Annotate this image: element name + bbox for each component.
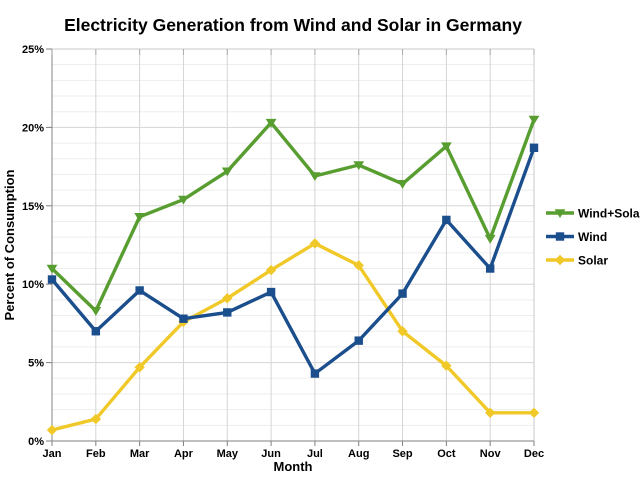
x-tick-label: Apr	[174, 448, 194, 460]
x-tick-label: Dec	[524, 448, 544, 460]
x-tick-label: Aug	[348, 448, 369, 460]
x-tick-label: May	[217, 448, 239, 460]
x-tick-label: Jul	[307, 448, 323, 460]
marker-triangle	[528, 115, 540, 125]
x-tick-label: Oct	[437, 448, 456, 460]
series-line-wind-solar	[50, 117, 536, 313]
marker-square	[223, 308, 232, 317]
marker-diamond	[46, 424, 58, 436]
marker-triangle	[309, 172, 321, 182]
marker-triangle	[46, 264, 58, 274]
marker-triangle	[484, 234, 496, 244]
x-tick-label: Mar	[130, 448, 150, 460]
marker-diamond	[90, 413, 102, 425]
marker-diamond	[309, 238, 321, 249]
y-tick-label: 0%	[28, 436, 44, 448]
chart-title: Electricity Generation from Wind and Sol…	[64, 15, 522, 35]
y-tick-label: 20%	[22, 122, 44, 134]
marker-triangle	[90, 307, 102, 316]
y-tick-label: 25%	[22, 44, 44, 56]
x-tick-label: Sep	[392, 448, 412, 460]
marker-square	[485, 264, 495, 273]
marker-square	[529, 143, 539, 152]
marker-triangle	[554, 209, 566, 218]
marker-square	[398, 289, 407, 298]
marker-diamond	[397, 326, 408, 337]
marker-square	[442, 215, 451, 225]
marker-diamond	[265, 264, 277, 276]
marker-triangle	[178, 195, 189, 205]
y-tick-label: 10%	[22, 279, 44, 291]
legend-label-solar: Solar	[578, 254, 608, 268]
x-tick-label: Feb	[86, 448, 106, 460]
marker-square	[135, 286, 144, 295]
marker-square	[354, 336, 363, 345]
legend-label-wind-solar: Wind+Solar	[578, 207, 640, 221]
x-tick-label: Jun	[261, 448, 281, 460]
marker-triangle	[134, 212, 146, 222]
y-tick-label: 15%	[22, 201, 44, 213]
series-line-wind	[50, 146, 536, 376]
y-tick-label: 5%	[28, 358, 44, 370]
marker-triangle	[440, 142, 452, 152]
marker-square	[91, 327, 101, 336]
marker-diamond	[222, 293, 233, 304]
x-tick-label: Nov	[480, 448, 502, 460]
legend-label-wind: Wind	[578, 230, 607, 244]
marker-triangle	[221, 167, 233, 177]
marker-square	[47, 275, 57, 284]
marker-diamond	[134, 362, 145, 373]
marker-square	[555, 232, 565, 241]
marker-diamond	[353, 260, 364, 271]
marker-square	[179, 314, 188, 323]
marker-triangle	[397, 180, 408, 189]
marker-triangle	[265, 118, 277, 128]
marker-square	[266, 287, 276, 297]
marker-diamond	[484, 407, 496, 418]
marker-square	[310, 369, 320, 378]
x-tick-label: Jan	[43, 448, 62, 460]
series-line-solar	[50, 241, 536, 432]
marker-triangle	[353, 161, 365, 171]
x-axis-title: Month	[274, 459, 313, 474]
y-axis-title: Percent of Consumption	[2, 169, 17, 320]
marker-diamond	[554, 254, 566, 266]
marker-diamond	[528, 407, 540, 418]
marker-diamond	[441, 360, 452, 371]
